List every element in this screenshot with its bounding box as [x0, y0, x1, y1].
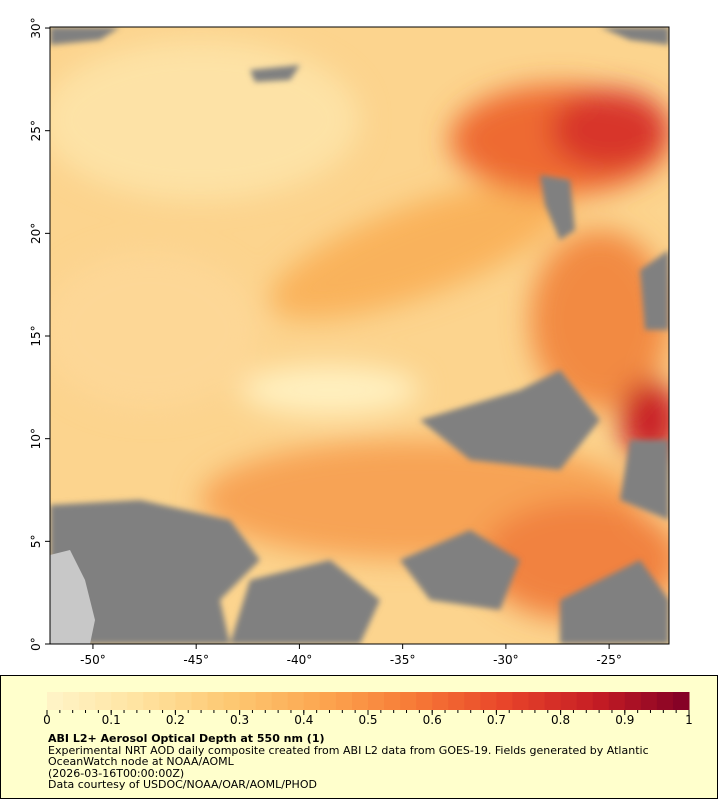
colorbar-step [512, 692, 529, 710]
colorbar-step [79, 692, 96, 710]
colorbar-step [207, 692, 225, 710]
colorbar-tick-label: 1 [685, 713, 693, 727]
colorbar-step [448, 692, 465, 710]
map-frame [49, 26, 670, 645]
lat-tick-label: 20° [29, 223, 43, 244]
colorbar-step [576, 692, 594, 710]
colorbar-step [656, 692, 674, 710]
colorbar-step [624, 692, 642, 710]
lon-tick-label: -30° [493, 653, 519, 667]
lon-tick-label: -50° [80, 653, 106, 667]
colorbar-step [464, 692, 481, 710]
lon-tick-label: -25° [596, 653, 622, 667]
colorbar-step [335, 692, 353, 710]
colorbar-step [159, 692, 176, 710]
colorbar-tick-label: 0.4 [294, 713, 313, 727]
colorbar-step [528, 692, 546, 710]
colorbar-tick-label: 0.9 [615, 713, 634, 727]
colorbar-tick-label: 0 [43, 713, 51, 727]
colorbar-step [319, 692, 337, 710]
colorbar-step [303, 692, 321, 710]
colorbar-step [351, 692, 369, 710]
caption-timestamp: (2026-03-16T00:00:00Z) [48, 766, 185, 780]
colorbar-step [111, 692, 128, 710]
lat-tick-label: 0° [29, 637, 43, 651]
colorbar-tick-label: 0.3 [230, 713, 249, 727]
colorbar-tick-label: 0.7 [487, 713, 506, 727]
colorbar-step [127, 692, 144, 710]
caption: ABI L2+ Aerosol Optical Depth at 550 nm … [48, 733, 678, 791]
caption-credit: Data courtesy of USDOC/NOAA/OAR/AOML/PHO… [48, 778, 317, 791]
colorbar-step [191, 692, 208, 710]
colorbar-step [416, 692, 433, 710]
colorbar-tick-label: 0.6 [423, 713, 442, 727]
lat-tick-label: 30° [29, 17, 43, 38]
colorbar-step [63, 692, 80, 710]
colorbar-step [608, 692, 626, 710]
colorbar-step [223, 692, 241, 710]
colorbar-step [384, 692, 401, 710]
lon-tick-label: -40° [287, 653, 313, 667]
colorbar-step [560, 692, 578, 710]
colorbar-step [175, 692, 192, 710]
colorbar-tick-label: 0.5 [358, 713, 377, 727]
colorbar-tick-label: 0.8 [551, 713, 570, 727]
colorbar-step [368, 692, 385, 710]
colorbar-step [496, 692, 513, 710]
lat-tick-label: 15° [29, 325, 43, 346]
colorbar-tick-label: 0.2 [166, 713, 185, 727]
lon-tick-label: -35° [390, 653, 416, 667]
colorbar-step [544, 692, 562, 710]
aod-field [50, 27, 669, 644]
lat-tick-label: 5° [29, 535, 43, 549]
colorbar-step [592, 692, 610, 710]
colorbar-step [480, 692, 497, 710]
colorbar-step [271, 692, 289, 710]
lat-tick-label: 25° [29, 120, 43, 141]
colorbar-step [239, 692, 257, 710]
colorbar-step [47, 692, 64, 710]
colorbar-step [432, 692, 449, 710]
colorbar-step [255, 692, 273, 710]
lat-tick-label: 10° [29, 428, 43, 449]
colorbar-step [95, 692, 112, 710]
colorbar-step [640, 692, 658, 710]
lon-tick-label: -45° [183, 653, 209, 667]
colorbar-step [143, 692, 160, 710]
colorbar-step [672, 692, 690, 710]
caption-title: ABI L2+ Aerosol Optical Depth at 550 nm … [48, 732, 325, 745]
colorbar-tick-label: 0.1 [102, 713, 121, 727]
caption-description: Experimental NRT AOD daily composite cre… [48, 743, 649, 768]
colorbar-step [287, 692, 305, 710]
colorbar-step [400, 692, 417, 710]
